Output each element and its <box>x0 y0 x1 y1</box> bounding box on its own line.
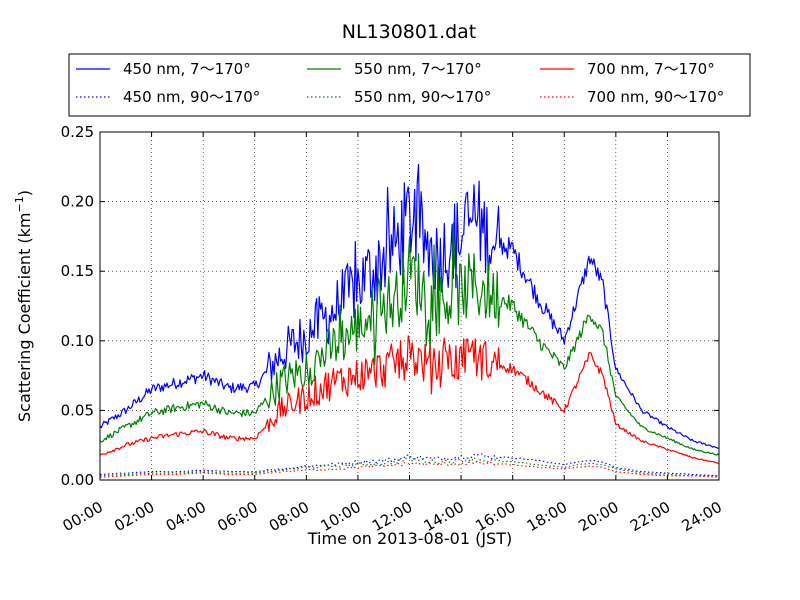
x-tick-label: 02:00 <box>111 498 157 535</box>
y-axis-label-close: ) <box>15 190 34 196</box>
legend-label: 550 nm, 90～170° <box>354 88 491 106</box>
series-lines <box>99 163 720 478</box>
x-tick-label: 20:00 <box>575 498 621 535</box>
series-line <box>100 461 720 478</box>
series-line <box>99 456 719 477</box>
legend-label: 700 nm, 90～170° <box>587 88 724 106</box>
legend: 450 nm, 7～170° 550 nm, 7～170° 700 nm, 7～17… <box>68 53 751 117</box>
x-tick-label: 00:00 <box>60 498 106 535</box>
x-tick-label: 06:00 <box>214 498 260 535</box>
grid <box>100 132 719 480</box>
series-line <box>99 163 720 449</box>
y-tick-label: 0.05 <box>61 401 94 419</box>
plot-frame <box>99 131 720 481</box>
y-tick-label: 0.25 <box>61 123 94 141</box>
y-tick-label: 0.10 <box>61 332 94 350</box>
x-axis-label: Time on 2013-08-01 (JST) <box>307 529 512 548</box>
legend-label: 550 nm, 7～170° <box>354 60 482 78</box>
legend-label: 450 nm, 7～170° <box>123 60 251 78</box>
y-axis-label-unit-superscript: −1 <box>13 196 26 212</box>
y-tick-label: 0.20 <box>61 193 94 211</box>
legend-box <box>68 53 751 117</box>
legend-label: 700 nm, 7～170° <box>587 60 715 78</box>
x-tick-label: 08:00 <box>266 498 312 535</box>
x-tick-label: 04:00 <box>163 498 209 535</box>
series-line <box>99 222 720 456</box>
x-tick-label: 22:00 <box>627 498 673 535</box>
y-axis-label: Scattering Coefficient (km−1) <box>13 190 34 422</box>
series-line <box>99 335 720 465</box>
legend-label: 450 nm, 90～170° <box>123 88 260 106</box>
x-tick-label: 24:00 <box>679 498 725 535</box>
chart-title: NL130801.dat <box>342 21 477 43</box>
axis-ticks: 00:00 02:00 04:00 06:00 08:00 10:00 12:00 14:00… <box>60 123 725 535</box>
y-axis-label-main: Scattering Coefficient (km <box>15 212 34 422</box>
y-tick-label: 0.15 <box>61 262 94 280</box>
x-tick-label: 18:00 <box>524 498 570 535</box>
y-tick-label: 0.00 <box>61 471 94 489</box>
